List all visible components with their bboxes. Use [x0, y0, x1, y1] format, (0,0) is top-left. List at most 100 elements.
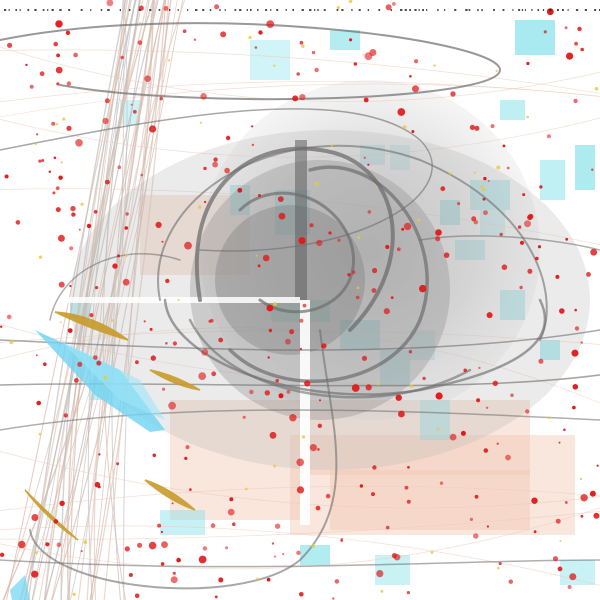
yellow-dot: [559, 540, 562, 542]
red-dot: [31, 514, 39, 521]
concentric-gray-discs: [50, 80, 590, 525]
top-border-dot: [100, 9, 103, 11]
red-dot: [132, 109, 137, 114]
red-dot: [296, 458, 305, 467]
red-dot: [317, 448, 320, 451]
red-dot: [419, 284, 427, 293]
top-border-dot: [224, 9, 226, 11]
top-border-dot: [265, 9, 268, 11]
red-dot: [55, 186, 60, 191]
top-border-dot: [301, 9, 304, 11]
red-dot: [361, 355, 368, 361]
red-dot: [580, 514, 584, 518]
top-border-dot: [336, 9, 339, 11]
red-dot: [340, 539, 343, 542]
red-dot: [266, 304, 274, 312]
sky-shard: [35, 330, 165, 432]
peach-panel: [170, 400, 300, 520]
top-border-dot: [409, 9, 411, 11]
cyan-block: [375, 555, 410, 585]
top-border-dot: [400, 9, 403, 11]
yellow-dot: [301, 44, 305, 48]
top-border-dot: [575, 9, 579, 11]
red-dot: [574, 41, 578, 46]
red-dot: [271, 542, 275, 545]
red-dot: [209, 318, 214, 323]
red-dot: [469, 124, 475, 130]
red-dot: [546, 8, 554, 16]
yellow-dot: [60, 161, 63, 164]
red-dot: [218, 337, 224, 343]
red-dot: [309, 444, 317, 452]
red-dot: [161, 541, 168, 548]
red-dot: [267, 356, 270, 359]
yellow-dot: [200, 121, 203, 124]
cyan-block: [330, 30, 360, 50]
sky-shard: [60, 340, 165, 420]
red-dot: [574, 308, 577, 312]
top-border-dot: [246, 9, 248, 11]
red-dot: [176, 557, 181, 563]
red-dot: [574, 326, 580, 331]
yellow-dot: [245, 487, 248, 491]
red-dot: [210, 523, 216, 528]
red-dot: [435, 236, 441, 242]
red-dot: [257, 264, 261, 268]
red-dot: [150, 355, 156, 361]
red-dot: [403, 222, 412, 231]
red-dot: [299, 347, 302, 351]
red-dot: [6, 314, 12, 320]
red-dot: [296, 72, 301, 76]
red-dot: [185, 445, 190, 450]
red-dot: [65, 30, 71, 35]
red-dot: [527, 268, 533, 274]
red-dot: [337, 238, 341, 242]
red-dot: [128, 573, 133, 577]
red-dot: [78, 228, 81, 231]
yellow-dot: [301, 435, 306, 439]
red-dot: [364, 52, 373, 61]
red-dot: [492, 380, 498, 386]
red-dot: [112, 263, 118, 269]
red-dot: [349, 38, 353, 42]
red-dot: [404, 485, 409, 490]
red-dot: [172, 571, 176, 575]
red-dot: [390, 296, 394, 299]
red-dot: [249, 389, 254, 395]
cyan-block: [515, 20, 555, 55]
red-dot: [212, 161, 219, 168]
top-border-dot: [512, 9, 514, 11]
yellow-dot: [124, 253, 128, 257]
red-dot: [149, 125, 157, 133]
red-dot: [490, 124, 495, 129]
red-dot: [189, 488, 192, 491]
top-border-dot: [59, 9, 62, 11]
red-dot: [53, 41, 58, 47]
gold-leaf: [54, 311, 129, 341]
red-dot: [299, 94, 306, 101]
red-dot: [483, 448, 489, 453]
red-dot: [53, 156, 57, 160]
red-dot: [51, 121, 56, 126]
red-dot: [268, 328, 273, 333]
red-dot: [56, 82, 60, 86]
red-dot: [242, 415, 246, 419]
red-dot: [254, 46, 258, 49]
red-dot: [278, 393, 284, 399]
red-dot: [563, 428, 566, 432]
gray-loop-stroke: [0, 108, 433, 252]
red-dot: [149, 327, 153, 331]
yellow-dot: [356, 286, 360, 290]
red-dot: [553, 556, 558, 562]
red-dot: [296, 486, 305, 494]
red-dot: [69, 284, 72, 288]
red-dot: [395, 394, 402, 401]
red-dot: [29, 84, 34, 89]
top-border-dot: [309, 9, 312, 11]
red-dot: [77, 361, 83, 367]
gray-disc-inner: [215, 205, 365, 355]
gold-leaf: [24, 489, 79, 541]
red-dot: [435, 229, 442, 236]
red-dot: [372, 465, 377, 470]
red-dot: [275, 378, 280, 383]
